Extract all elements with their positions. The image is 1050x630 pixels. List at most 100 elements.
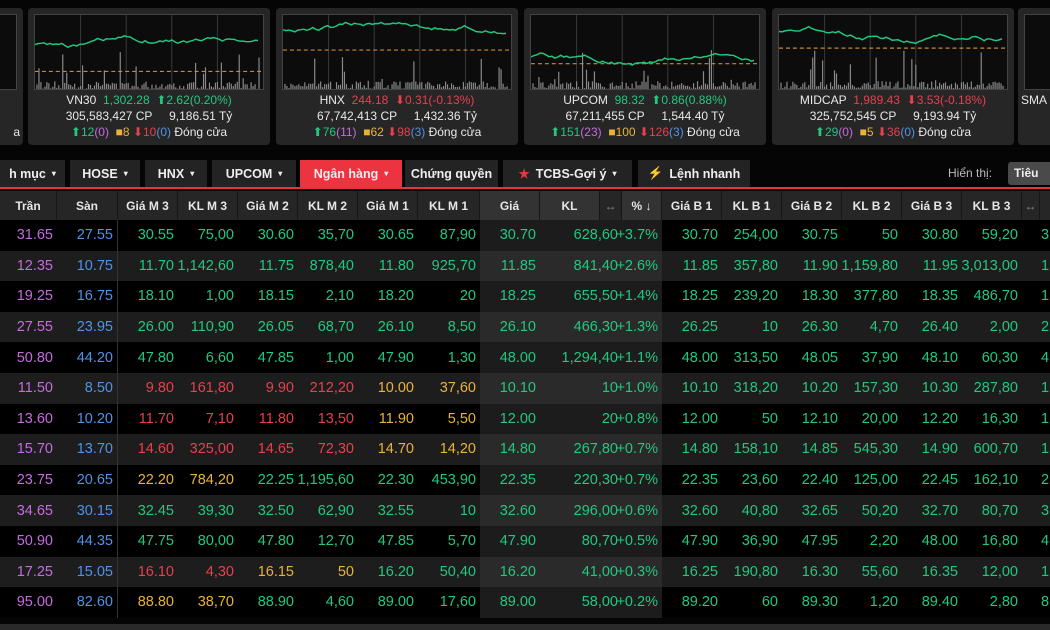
tab-upcom[interactable]: UPCOM ▾ — [212, 160, 296, 187]
arrow-up-icon: ⬆ — [70, 125, 81, 139]
column-header[interactable]: KL M 1 — [418, 191, 480, 220]
ask-price-2: 16.30 — [801, 563, 838, 580]
index-panel-partial-right[interactable]: SMA — [1018, 8, 1050, 145]
ceiling-price: 31.65 — [16, 227, 53, 244]
bid-price-3: 26.00 — [137, 319, 174, 336]
tab-h-m-c[interactable]: h mục ▾ — [0, 160, 65, 187]
match-volume: 220,30 — [540, 464, 622, 496]
column-header[interactable]: ↔ — [1022, 191, 1040, 220]
table-row[interactable]: 34.65 30.15 32.45 39,30 32.50 62,90 32.55 10 32.… — [0, 495, 1050, 526]
column-header[interactable]: Giá B 1 — [662, 191, 722, 220]
column-header[interactable]: Giá B 2 — [782, 191, 842, 220]
table-row[interactable]: 15.70 13.70 14.60 325,00 14.65 72,30 14.70 14,2… — [0, 434, 1050, 465]
bid-volume-1: 925,70 — [431, 257, 476, 274]
bid-volume-3: 784,20 — [189, 472, 234, 489]
column-header[interactable]: Giá M 3 — [118, 191, 178, 220]
tab-ch-ng-quy-n[interactable]: Chứng quyền — [405, 160, 498, 187]
index-panel-hnx[interactable]: HNX 244.18 ⬇0.31(-0.13%) 67,742,413 CP 1… — [276, 8, 518, 145]
column-header[interactable]: KL M 2 — [298, 191, 358, 220]
table-row[interactable]: 19.25 16.75 18.10 1,00 18.15 2,10 18.20 20 18.25… — [0, 281, 1050, 312]
ask-price-2: 48.05 — [801, 349, 838, 366]
match-price: 48.00 — [480, 342, 540, 373]
table-row[interactable]: 13.60 10.20 11.70 7,10 11.80 13,50 11.90 5,50 12… — [0, 403, 1050, 435]
next-column-cell: 4 — [1041, 349, 1050, 366]
bid-volume-1: 50,40 — [439, 563, 476, 580]
bid-price-3: 14.60 — [137, 441, 174, 458]
ask-price-3: 30.80 — [921, 227, 958, 244]
column-header[interactable]: ↔ — [600, 191, 622, 220]
next-column-cell: 1 — [1041, 410, 1050, 427]
index-panel-vn30[interactable]: VN30 1,302.28 ⬆2.62(0.20%) 305,583,427 C… — [28, 8, 270, 145]
table-row[interactable]: 23.75 20.65 22.20 784,20 22.25 1,195,60 22.30 4… — [0, 464, 1050, 496]
column-header[interactable]: Giá M 2 — [238, 191, 298, 220]
tab-l-nh-nhanh[interactable]: ⚡ Lệnh nhanh — [638, 160, 750, 187]
column-header[interactable]: KL — [540, 191, 600, 220]
table-row[interactable]: 50.80 44.20 47.80 6,60 47.85 1,00 47.90 1,30 48.… — [0, 342, 1050, 373]
display-mode-button[interactable]: Tiêu — [1008, 162, 1050, 185]
column-header[interactable]: KL B 1 — [722, 191, 782, 220]
table-row[interactable]: 11.50 8.50 9.80 161,80 9.90 212,20 10.00 37,60 1… — [0, 373, 1050, 404]
unchanged: 8 — [122, 125, 130, 139]
column-header[interactable]: Giá B 3 — [902, 191, 962, 220]
match-price: 47.90 — [480, 526, 540, 557]
column-header[interactable]: KL B 2 — [842, 191, 902, 220]
bid-price-1: 47.85 — [377, 533, 414, 550]
index-panel-upcom[interactable]: UPCOM 98.32 ⬆0.86(0.88%) 67,211,455 CP 1… — [524, 8, 766, 145]
ask-volume-2: 2,20 — [869, 533, 898, 550]
ask-volume-3: 16,80 — [981, 533, 1018, 550]
table-row[interactable]: 27.55 23.95 26.00 110,90 26.05 68,70 26.10 8,50… — [0, 311, 1050, 343]
tab-hose[interactable]: HOSE ▾ — [70, 160, 140, 187]
index-panel-midcap[interactable]: MIDCAP 1,989.43 ⬇3.53(-0.18%) 325,752,54… — [772, 8, 1014, 145]
bid-volume-3: 80,00 — [197, 533, 234, 550]
ask-volume-3: 162,10 — [973, 472, 1018, 489]
table-row[interactable]: 50.90 44.35 47.75 80,00 47.80 12,70 47.85 5,70 4… — [0, 526, 1050, 557]
floor-price: 27.55 — [57, 220, 118, 251]
column-header[interactable]: Sàn — [57, 191, 118, 220]
unchanged: 62 — [370, 125, 384, 139]
index-volume: 325,752,545 — [809, 109, 877, 123]
column-header[interactable]: % ↓ — [622, 191, 662, 220]
unchanged: 100 — [615, 125, 636, 139]
match-volume: 10 — [540, 373, 622, 404]
bid-price-3: 47.75 — [137, 533, 174, 550]
match-volume: 20 — [540, 403, 622, 435]
arrow-up-icon: ⬆ — [550, 125, 561, 139]
bid-volume-1: 5,50 — [447, 410, 476, 427]
bid-volume-2: 35,70 — [317, 227, 354, 244]
tab-hnx[interactable]: HNX ▾ — [145, 160, 207, 187]
ask-price-3: 16.35 — [921, 563, 958, 580]
ask-volume-2: 55,60 — [861, 563, 898, 580]
ask-volume-1: 10 — [761, 319, 778, 336]
bid-price-2: 88.90 — [257, 594, 294, 611]
column-header[interactable]: Giá M 1 — [358, 191, 418, 220]
floor-price: 44.20 — [57, 342, 118, 373]
index-panel-partial-left[interactable]: a — [0, 8, 23, 145]
change-percent: +0.2% — [616, 587, 662, 618]
table-row[interactable]: 31.65 27.55 30.55 75,00 30.60 35,70 30.65 87,90… — [0, 220, 1050, 251]
index-chart — [1024, 14, 1050, 90]
table-row[interactable]: 17.25 15.05 16.10 4,30 16.15 50 16.20 50,40 16.2… — [0, 556, 1050, 588]
index-change: 0.86(0.88%) — [661, 93, 727, 107]
column-header[interactable]: Giá — [480, 191, 540, 220]
table-row[interactable]: 95.00 82.60 88.80 38,70 88.90 4,60 89.00 17,60 8… — [0, 587, 1050, 618]
horizontal-scrollbar[interactable] — [0, 624, 1050, 630]
next-column-cell: 4 — [1041, 533, 1050, 550]
ceiling-price: 27.55 — [16, 319, 53, 336]
column-header[interactable]: KL M 3 — [178, 191, 238, 220]
tab-tcbs-g-i-[interactable]: ★ TCBS-Gợi ý ▾ — [503, 160, 632, 187]
unchanged-square-icon: ■ — [608, 125, 616, 139]
table-row[interactable]: 12.35 10.75 11.70 1,142,60 11.75 878,40 11.80 9… — [0, 250, 1050, 282]
floor-price: 23.95 — [57, 311, 118, 343]
ask-volume-1: 40,80 — [741, 502, 778, 519]
ask-price-1: 30.70 — [681, 227, 718, 244]
tab-ng-n-h-ng[interactable]: Ngân hàng ▾ — [300, 160, 402, 187]
arrow-down-icon: ⬇ — [132, 125, 143, 139]
ask-volume-3: 600,70 — [973, 441, 1018, 458]
bid-price-3: 16.10 — [137, 563, 174, 580]
column-header[interactable]: Trần — [0, 191, 57, 220]
ask-volume-1: 254,00 — [733, 227, 778, 244]
next-column-cell: 2 — [1041, 472, 1050, 489]
floor-price: 20.65 — [57, 464, 118, 496]
column-header[interactable]: KL B 3 — [962, 191, 1022, 220]
bid-price-3: 47.80 — [137, 349, 174, 366]
